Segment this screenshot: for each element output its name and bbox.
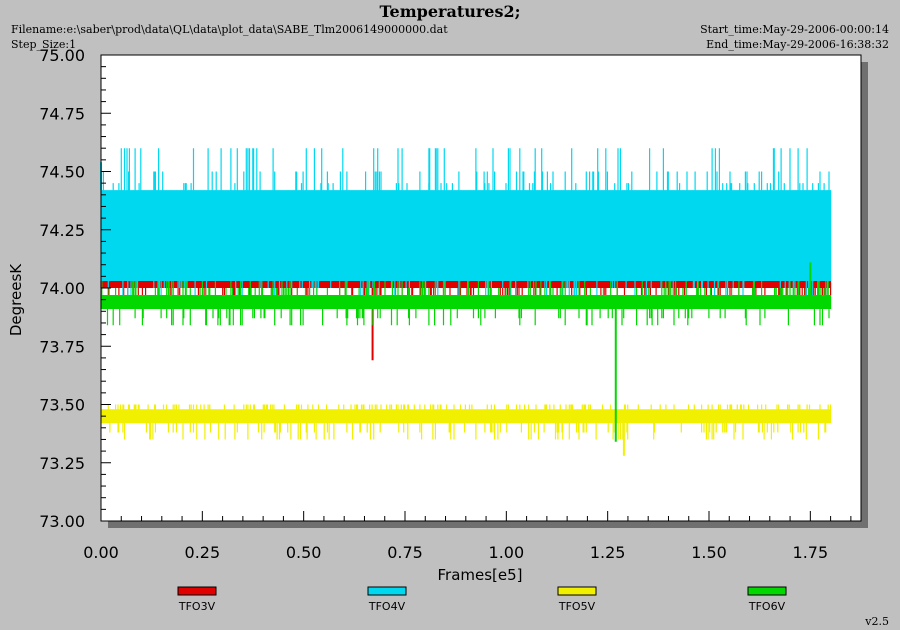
x-tick-label: 0.00	[83, 543, 119, 562]
x-tick-label: 1.25	[590, 543, 626, 562]
legend-swatch	[177, 586, 217, 596]
legend-item-tfo4v: TFO4V	[367, 586, 407, 613]
filename-label: Filename:e:\saber\prod\data\QL\data\plot…	[11, 23, 448, 36]
x-tick-label: 1.75	[793, 543, 829, 562]
y-tick-label: 73.75	[39, 337, 85, 356]
x-tick-label: 1.50	[691, 543, 727, 562]
x-tick-label: 0.50	[286, 543, 322, 562]
legend-label: TFO5V	[558, 600, 596, 613]
start-time-label: Start_time:May-29-2006-00:00:14	[700, 23, 889, 36]
y-tick-label: 74.75	[39, 104, 85, 123]
y-tick-label: 74.00	[39, 279, 85, 298]
x-tick-label: 1.00	[489, 543, 525, 562]
x-tick-label: 0.75	[387, 543, 423, 562]
y-axis-label: DegreesK	[7, 263, 25, 336]
y-tick-label: 74.25	[39, 221, 85, 240]
x-tick-label: 0.25	[185, 543, 221, 562]
legend-item-tfo6v: TFO6V	[747, 586, 787, 613]
legend-label: TFO4V	[368, 600, 406, 613]
legend-swatch	[367, 586, 407, 596]
y-tick-label: 73.00	[39, 512, 85, 531]
step-size-label: Step_Size:1	[11, 38, 77, 51]
x-axis-label: Frames[e5]	[437, 566, 522, 584]
end-time-label: End_time:May-29-2006-16:38:32	[706, 38, 889, 51]
legend-item-tfo5v: TFO5V	[557, 586, 597, 613]
chart-title: Temperatures2;	[379, 2, 521, 21]
legend-label: TFO6V	[748, 600, 786, 613]
axis-layer: 73.00 73.25 73.50 73.75 74.00 74.25 74.50 74.75…	[39, 46, 861, 562]
y-tick-label: 74.50	[39, 163, 85, 182]
legend: TFO3V TFO4V TFO5V TFO6V	[177, 586, 787, 613]
series-layer	[100, 148, 832, 456]
version-label: v2.5	[865, 615, 889, 628]
legend-swatch	[557, 586, 597, 596]
y-tick-label: 73.50	[39, 396, 85, 415]
legend-label: TFO3V	[178, 600, 216, 613]
legend-item-tfo3v: TFO3V	[177, 586, 217, 613]
legend-swatch	[747, 586, 787, 596]
y-tick-label: 75.00	[39, 46, 85, 65]
y-tick-label: 73.25	[39, 454, 85, 473]
